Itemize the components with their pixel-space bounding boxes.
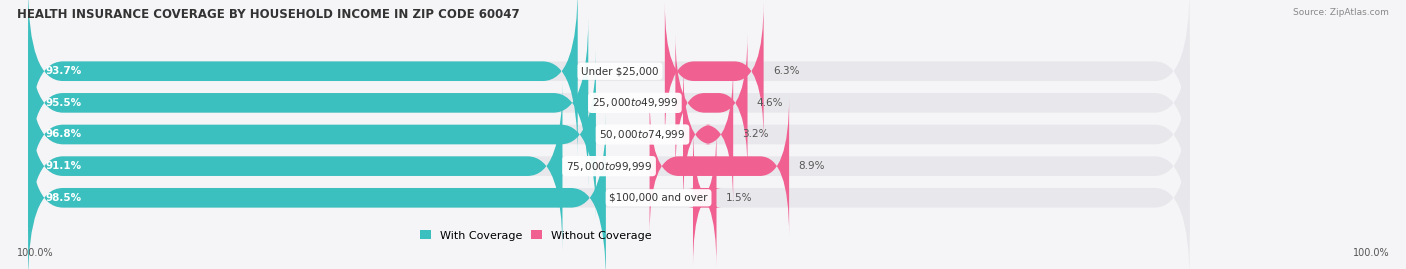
- FancyBboxPatch shape: [665, 2, 763, 140]
- Text: 4.6%: 4.6%: [756, 98, 783, 108]
- Text: $75,000 to $99,999: $75,000 to $99,999: [567, 160, 652, 173]
- FancyBboxPatch shape: [28, 113, 1189, 269]
- Text: $25,000 to $49,999: $25,000 to $49,999: [592, 96, 678, 109]
- FancyBboxPatch shape: [683, 65, 733, 204]
- Text: $50,000 to $74,999: $50,000 to $74,999: [599, 128, 686, 141]
- FancyBboxPatch shape: [28, 81, 1189, 251]
- FancyBboxPatch shape: [28, 113, 606, 269]
- Text: 3.2%: 3.2%: [742, 129, 769, 140]
- Text: 6.3%: 6.3%: [773, 66, 800, 76]
- FancyBboxPatch shape: [675, 34, 748, 172]
- FancyBboxPatch shape: [650, 97, 789, 235]
- Text: 100.0%: 100.0%: [1353, 248, 1389, 258]
- Text: $100,000 and over: $100,000 and over: [609, 193, 707, 203]
- Text: Source: ZipAtlas.com: Source: ZipAtlas.com: [1294, 8, 1389, 17]
- Text: 1.5%: 1.5%: [725, 193, 752, 203]
- Text: 91.1%: 91.1%: [45, 161, 82, 171]
- FancyBboxPatch shape: [28, 0, 1189, 156]
- FancyBboxPatch shape: [28, 0, 578, 156]
- FancyBboxPatch shape: [28, 18, 1189, 188]
- FancyBboxPatch shape: [28, 18, 588, 188]
- Text: HEALTH INSURANCE COVERAGE BY HOUSEHOLD INCOME IN ZIP CODE 60047: HEALTH INSURANCE COVERAGE BY HOUSEHOLD I…: [17, 8, 519, 21]
- Text: 93.7%: 93.7%: [45, 66, 82, 76]
- FancyBboxPatch shape: [28, 49, 596, 220]
- FancyBboxPatch shape: [28, 49, 1189, 220]
- Text: Under $25,000: Under $25,000: [581, 66, 658, 76]
- Text: 98.5%: 98.5%: [45, 193, 82, 203]
- FancyBboxPatch shape: [688, 129, 723, 267]
- Text: 96.8%: 96.8%: [45, 129, 82, 140]
- Text: 100.0%: 100.0%: [17, 248, 53, 258]
- Text: 8.9%: 8.9%: [799, 161, 825, 171]
- FancyBboxPatch shape: [28, 81, 562, 251]
- Text: 95.5%: 95.5%: [45, 98, 82, 108]
- Legend: With Coverage, Without Coverage: With Coverage, Without Coverage: [415, 226, 657, 245]
